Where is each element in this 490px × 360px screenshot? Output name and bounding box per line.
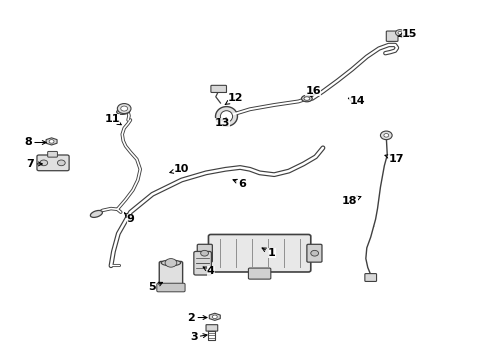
FancyBboxPatch shape [37, 155, 69, 171]
Text: 6: 6 [233, 179, 246, 189]
FancyBboxPatch shape [157, 283, 185, 292]
Text: 18: 18 [342, 196, 361, 206]
Text: 12: 12 [225, 93, 243, 104]
Text: 11: 11 [105, 114, 121, 125]
FancyBboxPatch shape [248, 268, 271, 279]
Circle shape [40, 160, 48, 166]
Text: 9: 9 [124, 213, 134, 224]
Text: 3: 3 [190, 332, 207, 342]
FancyBboxPatch shape [208, 234, 311, 272]
Ellipse shape [301, 95, 312, 102]
Text: 4: 4 [203, 266, 215, 276]
Text: 15: 15 [399, 28, 417, 39]
Circle shape [49, 140, 54, 143]
Circle shape [380, 131, 392, 140]
Circle shape [311, 250, 319, 256]
Circle shape [165, 258, 177, 267]
FancyBboxPatch shape [365, 274, 376, 282]
Text: 10: 10 [170, 164, 189, 174]
Circle shape [201, 250, 208, 256]
Polygon shape [209, 313, 220, 320]
Text: 1: 1 [262, 248, 276, 258]
Ellipse shape [90, 211, 102, 217]
FancyBboxPatch shape [159, 261, 183, 288]
Circle shape [384, 134, 389, 137]
FancyBboxPatch shape [211, 85, 226, 93]
FancyBboxPatch shape [48, 152, 57, 157]
Polygon shape [46, 138, 57, 145]
Circle shape [121, 106, 127, 111]
Text: 8: 8 [24, 138, 46, 148]
Text: 14: 14 [348, 96, 365, 107]
Text: 16: 16 [305, 86, 321, 97]
Circle shape [395, 30, 404, 36]
Ellipse shape [220, 111, 233, 122]
FancyBboxPatch shape [386, 31, 398, 41]
Text: 17: 17 [385, 154, 404, 163]
Circle shape [212, 315, 217, 319]
Text: 2: 2 [188, 312, 207, 323]
Circle shape [117, 104, 131, 113]
FancyBboxPatch shape [197, 244, 212, 262]
Ellipse shape [161, 260, 181, 266]
FancyBboxPatch shape [194, 251, 211, 275]
Circle shape [398, 31, 402, 34]
Text: 7: 7 [27, 159, 42, 169]
FancyBboxPatch shape [307, 244, 322, 262]
Circle shape [57, 160, 65, 166]
Text: 13: 13 [215, 118, 230, 128]
FancyBboxPatch shape [206, 325, 218, 331]
Ellipse shape [304, 97, 310, 100]
Ellipse shape [216, 107, 238, 126]
Text: 5: 5 [148, 282, 163, 292]
Ellipse shape [117, 108, 130, 114]
